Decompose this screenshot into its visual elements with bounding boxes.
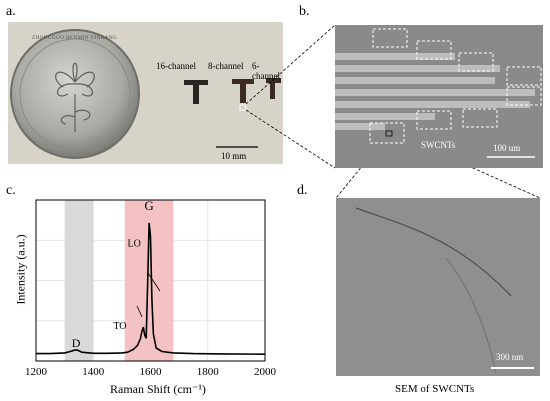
chart-peak-labels: D G LO TO bbox=[72, 198, 154, 350]
electrode-pattern bbox=[335, 25, 543, 168]
device-8-channel bbox=[232, 79, 254, 103]
shaded-region-0 bbox=[64, 200, 94, 361]
panel-c-label: c. bbox=[6, 183, 16, 198]
swcnt-texture bbox=[336, 198, 540, 376]
scale-bar-label-d: 300 nm bbox=[496, 352, 524, 362]
panel-b-label: b. bbox=[299, 4, 310, 19]
chrysanthemum-icon bbox=[55, 62, 95, 132]
peak-label-d: D bbox=[72, 336, 81, 350]
scale-bar-label-b: 100 um bbox=[493, 143, 521, 153]
x-tick-label-2: 1600 bbox=[140, 366, 163, 378]
panel-a-label: a. bbox=[6, 4, 16, 19]
electrode-sem-image: SWCNTs 100 um bbox=[335, 25, 543, 168]
swcnt-sem-image: 300 nm bbox=[336, 198, 540, 376]
x-tick-label-1: 1400 bbox=[82, 366, 105, 378]
device-photo-drawing bbox=[10, 29, 281, 159]
chart-x-ticks: 1200 1400 1600 1800 2000 bbox=[25, 366, 277, 378]
scale-bar-label-a: 10 mm bbox=[221, 151, 247, 161]
x-tick-label-3: 1800 bbox=[197, 366, 220, 378]
channel-label-8: 8-channel bbox=[208, 61, 244, 71]
swcnt-annotation: SWCNTs bbox=[421, 140, 456, 150]
device-6-channel bbox=[266, 78, 281, 99]
channel-label-6: 6-channel bbox=[252, 61, 280, 81]
x-tick-label-4: 2000 bbox=[254, 366, 277, 378]
device-photo: 16-channel 8-channel 6-channel 10 mm ZHO… bbox=[8, 22, 283, 164]
x-tick-label-0: 1200 bbox=[25, 366, 48, 378]
raman-chart: 1200 1400 1600 1800 2000 D G LO TO bbox=[25, 198, 277, 378]
to-arrow bbox=[136, 305, 143, 318]
raman-series-line bbox=[36, 222, 266, 355]
chart-frame bbox=[35, 199, 266, 362]
chart-shaded-regions bbox=[64, 200, 174, 361]
panel-d-label: d. bbox=[297, 183, 308, 198]
channel-label-16: 16-channel bbox=[156, 61, 196, 71]
panel-d-caption: SEM of SWCNTs bbox=[395, 383, 475, 395]
x-axis-label: Raman Shift (cm⁻¹) bbox=[110, 382, 206, 396]
lo-arrow bbox=[147, 272, 161, 292]
zoom-box bbox=[239, 104, 247, 111]
peak-label-lo: LO bbox=[128, 239, 141, 250]
device-16-channel bbox=[184, 80, 208, 104]
peak-label-to: TO bbox=[113, 321, 126, 332]
peak-label-g: G bbox=[144, 198, 153, 213]
coin-text: ZHONGGUO RENMIN YINHANG bbox=[32, 36, 118, 41]
y-axis-label: Intensity (a.u.) bbox=[13, 234, 28, 305]
